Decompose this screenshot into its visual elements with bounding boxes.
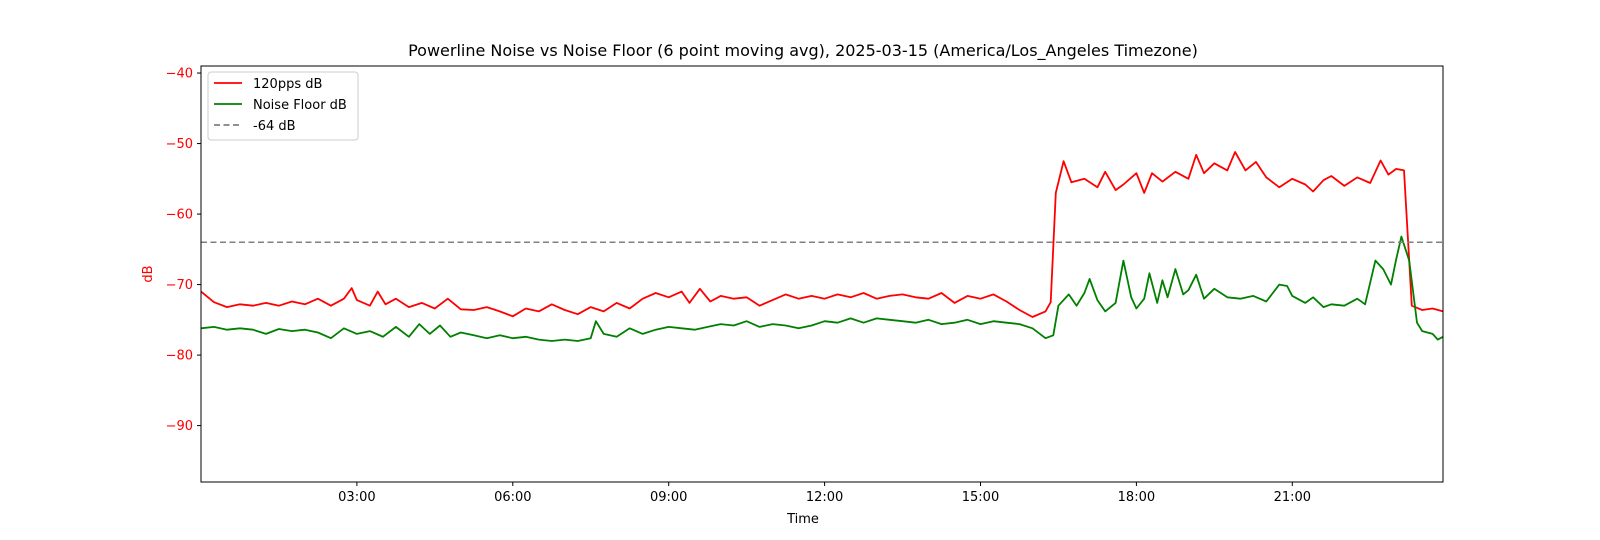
legend-box: [207, 71, 359, 141]
x-tick-label: 18:00: [1118, 490, 1155, 505]
x-tick-label: 03:00: [338, 490, 375, 505]
y-tick-label: −60: [166, 208, 193, 223]
y-axis-label: dB: [141, 265, 156, 282]
legend-label: 120pps dB: [253, 77, 322, 92]
y-tick-label: −50: [166, 137, 193, 152]
x-tick-label: 15:00: [962, 490, 999, 505]
x-tick-label: 09:00: [650, 490, 687, 505]
series-line-0: [200, 151, 1444, 318]
x-tick-label: 21:00: [1274, 490, 1311, 505]
y-tick-label: −90: [166, 419, 193, 434]
y-tick-label: −70: [166, 278, 193, 293]
legend: 120pps dB Noise Floor dB -64 dB: [207, 71, 359, 141]
y-axis: −40 −50 −60 −70 −80 −90: [166, 67, 201, 434]
y-tick-label: −40: [166, 67, 193, 82]
legend-label: -64 dB: [253, 119, 296, 134]
y-tick-label: −80: [166, 349, 193, 364]
legend-label: Noise Floor dB: [253, 98, 347, 113]
chart-title: Powerline Noise vs Noise Floor (6 point …: [408, 41, 1198, 61]
x-tick-label: 12:00: [806, 490, 843, 505]
x-axis-label: Time: [786, 512, 819, 527]
plot-area: [200, 151, 1444, 342]
plot-frame: [200, 65, 1444, 483]
x-tick-label: 06:00: [494, 490, 531, 505]
series-line-1: [200, 235, 1444, 342]
x-axis: 03:00 06:00 09:00 12:00 15:00 18:00 21:00: [338, 482, 1311, 505]
